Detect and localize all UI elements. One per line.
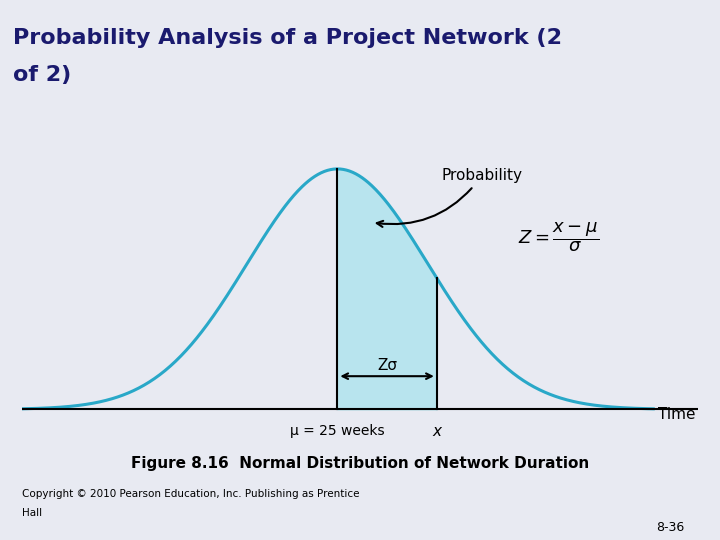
Text: of 2): of 2)	[13, 65, 71, 85]
Text: $Z = \dfrac{x - \mu}{\sigma}$: $Z = \dfrac{x - \mu}{\sigma}$	[518, 221, 599, 254]
Text: Copyright © 2010 Pearson Education, Inc. Publishing as Prentice: Copyright © 2010 Pearson Education, Inc.…	[22, 489, 359, 499]
Text: Hall: Hall	[22, 508, 42, 518]
Text: Time: Time	[658, 407, 696, 422]
Text: 8-36: 8-36	[656, 521, 684, 534]
Text: Probability Analysis of a Project Network (2: Probability Analysis of a Project Networ…	[13, 28, 562, 48]
Text: Probability: Probability	[377, 168, 522, 227]
Text: Zσ: Zσ	[377, 357, 397, 373]
Text: Figure 8.16  Normal Distribution of Network Duration: Figure 8.16 Normal Distribution of Netwo…	[131, 456, 589, 471]
Text: μ = 25 weeks: μ = 25 weeks	[290, 424, 384, 438]
Text: x: x	[432, 424, 441, 440]
